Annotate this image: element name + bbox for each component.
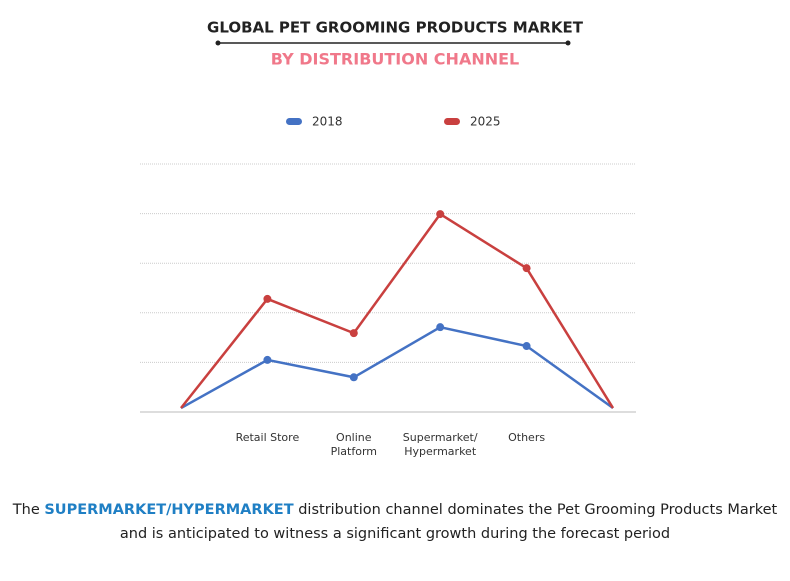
point	[349, 329, 358, 338]
x-tick-label: Online Platform	[330, 431, 377, 458]
footer: The SUPERMARKET/HYPERMARKET distribution…	[0, 498, 790, 546]
point	[436, 210, 445, 219]
footer-text: distribution channel dominates the Pet G…	[298, 502, 778, 518]
series-line	[180, 212, 615, 409]
rule-dot	[565, 40, 571, 46]
x-tick-label: Retail Store	[235, 431, 300, 444]
legend-swatch	[286, 118, 302, 125]
series-line	[180, 325, 614, 410]
rule-dot	[215, 40, 221, 46]
legend-label: 2025	[470, 115, 501, 129]
chart-subtitle: BY DISTRIBUTION CHANNEL	[271, 50, 519, 69]
chart-title: GLOBAL PET GROOMING PRODUCTS MARKET	[207, 19, 584, 37]
legend-swatch	[444, 118, 460, 125]
point	[349, 373, 358, 382]
x-tick-label: Supermarket/ Hypermarket	[402, 431, 478, 458]
point	[522, 264, 531, 273]
footer-text: and is anticipated to witness a signific…	[119, 526, 671, 542]
legend-label: 2018	[312, 115, 343, 129]
footer-highlight: SUPERMARKET/HYPERMARKET	[44, 502, 294, 518]
point	[263, 294, 272, 303]
footer-text: The	[12, 502, 40, 518]
point	[263, 355, 272, 364]
point	[522, 342, 531, 351]
point	[436, 323, 445, 332]
x-tick-label: Others	[508, 431, 546, 444]
